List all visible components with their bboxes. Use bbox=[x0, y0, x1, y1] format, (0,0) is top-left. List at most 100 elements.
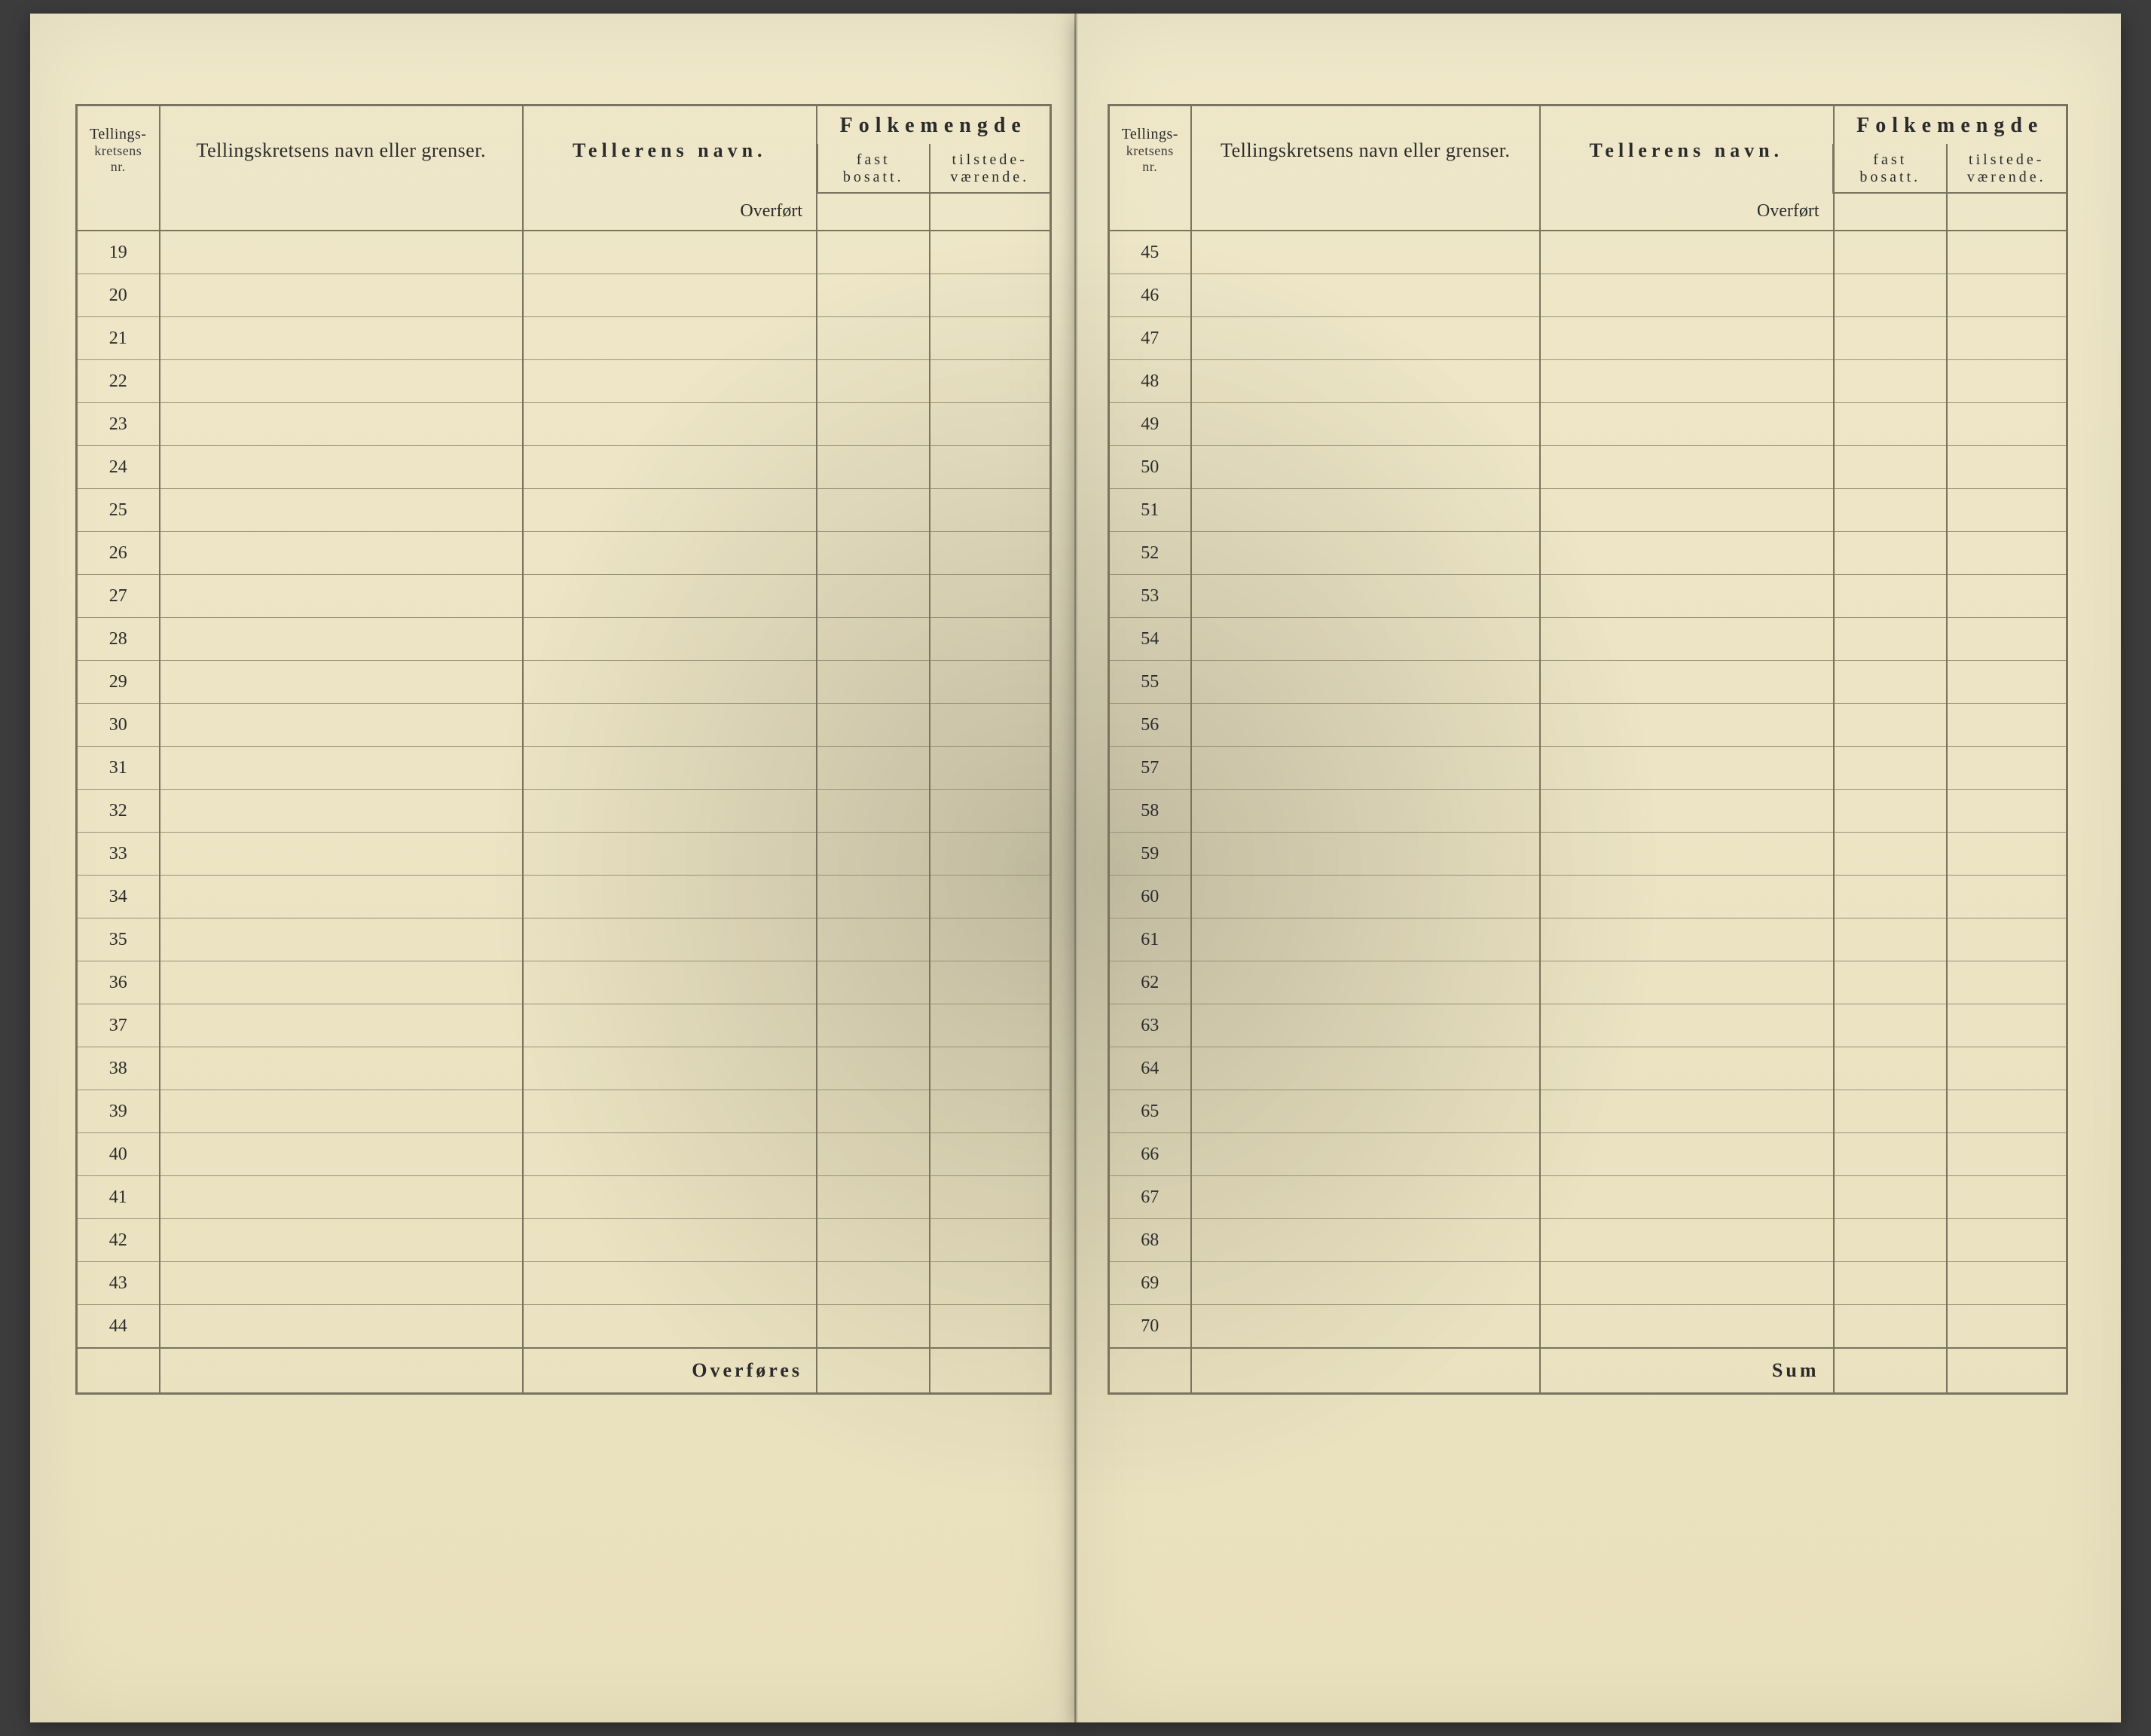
table-row: 35 bbox=[77, 918, 1051, 961]
cell-fast bbox=[817, 704, 930, 747]
table-row: 31 bbox=[77, 747, 1051, 790]
cell-name bbox=[160, 532, 524, 575]
cell-name bbox=[1191, 961, 1540, 1004]
cell-blank bbox=[930, 193, 1050, 231]
cell-fast bbox=[1834, 1219, 1947, 1262]
cell-nr: 51 bbox=[1108, 489, 1191, 532]
table-row: 30 bbox=[77, 704, 1051, 747]
cell-name bbox=[1191, 790, 1540, 833]
cell-tilstede bbox=[930, 1305, 1050, 1349]
cell-teller bbox=[1540, 274, 1834, 317]
cell-name bbox=[160, 833, 524, 876]
cell-nr: 54 bbox=[1108, 618, 1191, 661]
cell-blank bbox=[817, 193, 930, 231]
table-row: 26 bbox=[77, 532, 1051, 575]
col-subheader-tilstede: tilstede- værende. bbox=[1947, 144, 2067, 193]
cell-fast bbox=[1834, 618, 1947, 661]
cell-teller bbox=[523, 876, 817, 918]
cell-name bbox=[160, 1047, 524, 1090]
table-row: 39 bbox=[77, 1090, 1051, 1133]
cell-fast bbox=[1834, 446, 1947, 489]
cell-name bbox=[1191, 489, 1540, 532]
cell-fast bbox=[817, 790, 930, 833]
cell-blank bbox=[77, 1348, 160, 1394]
cell-teller bbox=[523, 1133, 817, 1176]
table-row: 48 bbox=[1108, 360, 2067, 403]
table-row: 61 bbox=[1108, 918, 2067, 961]
cell-nr: 52 bbox=[1108, 532, 1191, 575]
cell-teller bbox=[523, 790, 817, 833]
cell-nr: 39 bbox=[77, 1090, 160, 1133]
cell-blank bbox=[1834, 193, 1947, 231]
scan-surface: Tellings- kretsens nr. Tellingskretsens … bbox=[0, 0, 2151, 1736]
table-row: 54 bbox=[1108, 618, 2067, 661]
cell-name bbox=[160, 661, 524, 704]
cell-name bbox=[1191, 833, 1540, 876]
left-page-content: Tellings- kretsens nr. Tellingskretsens … bbox=[75, 104, 1052, 1640]
ledger-table-right: Tellings- kretsens nr. Tellingskretsens … bbox=[1108, 104, 2069, 1395]
cell-nr: 22 bbox=[77, 360, 160, 403]
cell-fast bbox=[817, 833, 930, 876]
cell-nr: 46 bbox=[1108, 274, 1191, 317]
cell-tilstede bbox=[1947, 961, 2067, 1004]
cell-teller bbox=[1540, 231, 1834, 274]
sub-fast-2: bosatt. bbox=[843, 169, 904, 185]
cell-fast bbox=[1834, 918, 1947, 961]
cell-name bbox=[160, 704, 524, 747]
cell-nr: 37 bbox=[77, 1004, 160, 1047]
cell-teller bbox=[1540, 532, 1834, 575]
carry-forward-row: Overført bbox=[77, 193, 1051, 231]
cell-nr: 20 bbox=[77, 274, 160, 317]
cell-fast bbox=[817, 403, 930, 446]
cell-fast bbox=[817, 876, 930, 918]
cell-fast bbox=[1834, 532, 1947, 575]
cell-tilstede bbox=[930, 403, 1050, 446]
cell-name bbox=[160, 317, 524, 360]
cell-teller bbox=[523, 1047, 817, 1090]
cell-nr: 63 bbox=[1108, 1004, 1191, 1047]
table-row: 53 bbox=[1108, 575, 2067, 618]
cell-name bbox=[160, 575, 524, 618]
cell-nr: 40 bbox=[77, 1133, 160, 1176]
cell-nr: 21 bbox=[77, 317, 160, 360]
cell-teller bbox=[523, 403, 817, 446]
ledger-header: Tellings- kretsens nr. Tellingskretsens … bbox=[1108, 105, 2067, 194]
cell-fast bbox=[1834, 317, 1947, 360]
cell-teller bbox=[523, 1262, 817, 1305]
table-row: 41 bbox=[77, 1176, 1051, 1219]
cell-blank bbox=[817, 1348, 930, 1394]
cell-fast bbox=[1834, 1090, 1947, 1133]
cell-tilstede bbox=[930, 876, 1050, 918]
cell-fast bbox=[817, 661, 930, 704]
cell-name bbox=[1191, 1305, 1540, 1349]
cell-teller bbox=[1540, 360, 1834, 403]
cell-teller bbox=[523, 1305, 817, 1349]
cell-name bbox=[1191, 274, 1540, 317]
cell-blank bbox=[160, 193, 524, 231]
cell-tilstede bbox=[930, 231, 1050, 274]
cell-blank bbox=[930, 1348, 1050, 1394]
col-subheader-fast: fast bosatt. bbox=[817, 144, 930, 193]
cell-teller bbox=[523, 231, 817, 274]
cell-tilstede bbox=[1947, 403, 2067, 446]
cell-teller bbox=[523, 1219, 817, 1262]
book-spread: Tellings- kretsens nr. Tellingskretsens … bbox=[30, 14, 2121, 1722]
table-row: 63 bbox=[1108, 1004, 2067, 1047]
cell-nr: 48 bbox=[1108, 360, 1191, 403]
cell-tilstede bbox=[1947, 661, 2067, 704]
cell-tilstede bbox=[930, 1219, 1050, 1262]
col-header-nr-l1: Tellings- bbox=[1122, 126, 1178, 142]
col-header-teller: Tellerens navn. bbox=[1540, 105, 1834, 194]
cell-fast bbox=[1834, 360, 1947, 403]
cell-name bbox=[160, 918, 524, 961]
table-row: 62 bbox=[1108, 961, 2067, 1004]
cell-blank bbox=[1108, 1348, 1191, 1394]
col-header-folkemengde: Folkemengde bbox=[817, 105, 1050, 145]
cell-nr: 49 bbox=[1108, 403, 1191, 446]
ledger-body-right: Overført 4546474849505152535455565758596… bbox=[1108, 193, 2067, 1394]
cell-fast bbox=[1834, 231, 1947, 274]
cell-tilstede bbox=[1947, 231, 2067, 274]
cell-fast bbox=[1834, 489, 1947, 532]
cell-teller bbox=[1540, 1305, 1834, 1349]
cell-tilstede bbox=[930, 833, 1050, 876]
